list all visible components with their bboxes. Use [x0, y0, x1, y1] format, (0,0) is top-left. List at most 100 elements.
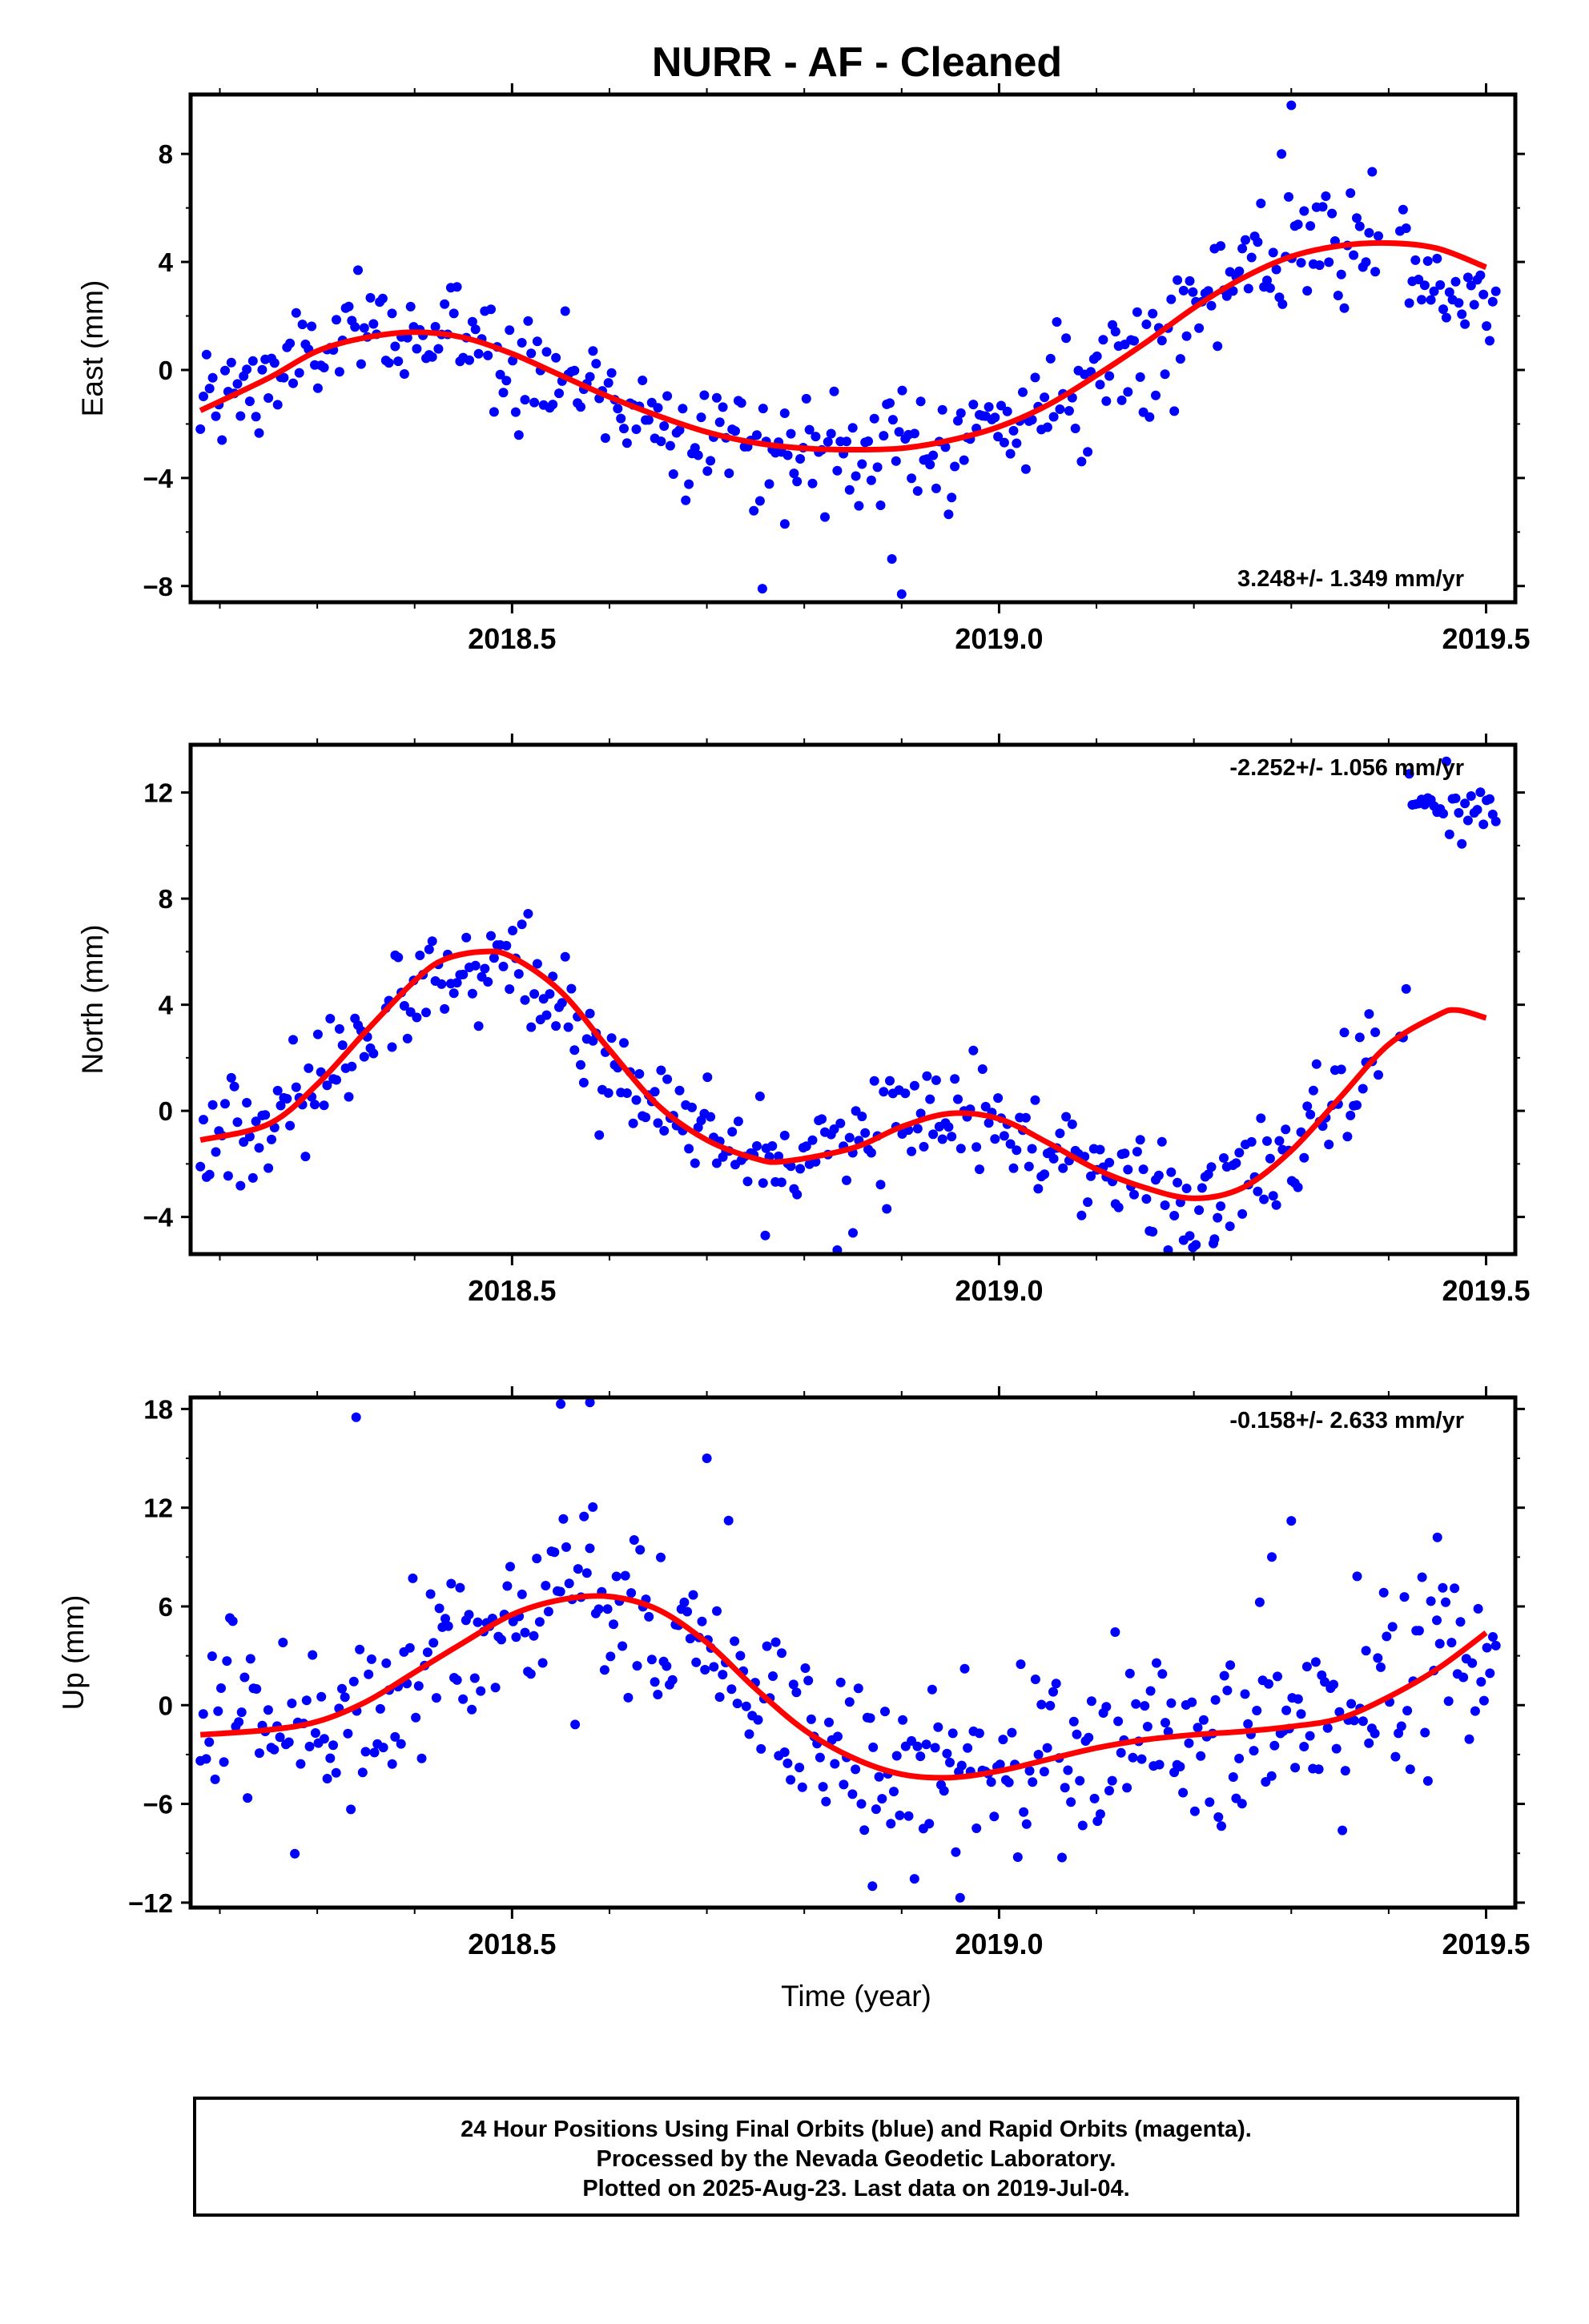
north-y-tick-label: 4	[159, 991, 174, 1020]
north-data-point	[1086, 1171, 1096, 1181]
north-data-point	[566, 983, 577, 994]
north-data-point	[272, 1085, 283, 1096]
up-data-point	[222, 1656, 232, 1667]
east-data-point	[1490, 286, 1501, 296]
east-data-point	[1206, 300, 1217, 311]
east-data-point	[684, 479, 694, 489]
up-data-point	[794, 1763, 805, 1773]
up-data-point	[718, 1670, 728, 1680]
east-data-point	[1253, 237, 1263, 247]
up-data-point	[1396, 1721, 1406, 1731]
up-data-point	[1370, 1728, 1380, 1739]
north-data-point	[452, 978, 462, 988]
north-data-point	[1246, 1136, 1257, 1147]
up-x-tick-label: 2019.0	[955, 1928, 1043, 1960]
north-data-point	[993, 1093, 1004, 1104]
north-data-point	[1055, 1128, 1065, 1139]
up-data-point	[1095, 1809, 1105, 1819]
east-axis-ticks: 8 4 0 −4 −8 2018.5 2019.0 2019.5	[143, 83, 1531, 655]
north-data-point	[928, 1129, 939, 1140]
east-data-point	[1336, 269, 1346, 279]
up-rate-label: -0.158+/- 2.633 mm/yr	[1229, 1408, 1464, 1433]
up-data-point	[1269, 1740, 1280, 1751]
up-data-point	[497, 1634, 506, 1645]
up-data-point	[236, 1707, 247, 1718]
north-data-point	[563, 1022, 573, 1032]
north-data-point	[1311, 1059, 1321, 1069]
east-data-point	[681, 495, 691, 505]
east-data-point	[486, 304, 496, 315]
east-data-point	[603, 378, 613, 388]
up-data-point	[325, 1753, 336, 1763]
up-data-point	[390, 1731, 400, 1742]
north-panel: 12 8 4 0 −4 2018.5 2019.0 2019.5 North (mm) -2.…	[76, 734, 1531, 1307]
east-data-point	[551, 352, 561, 363]
up-data-point	[821, 1796, 831, 1807]
north-data-point	[195, 1161, 206, 1172]
up-data-point	[723, 1515, 734, 1526]
up-data-point	[585, 1543, 595, 1554]
up-data-point	[859, 1825, 870, 1835]
up-data-point	[851, 1764, 861, 1775]
north-y-tick-label: 0	[159, 1096, 173, 1126]
north-data-point	[1083, 1197, 1093, 1208]
north-data-point	[526, 1022, 537, 1032]
north-data-point	[968, 1045, 979, 1055]
north-data-point	[569, 1045, 580, 1055]
east-data-point	[1132, 307, 1142, 317]
up-data-point	[732, 1699, 742, 1709]
up-data-point	[1296, 1709, 1306, 1719]
east-data-point	[925, 460, 935, 470]
east-data-point	[532, 336, 542, 347]
up-data-point	[1237, 1799, 1247, 1809]
east-x-tick-label: 2019.5	[1442, 622, 1530, 655]
east-data-point	[1429, 286, 1439, 296]
north-data-point	[603, 1088, 613, 1098]
north-data-point	[1438, 809, 1448, 818]
east-data-point	[390, 341, 400, 352]
up-data-point	[243, 1793, 253, 1803]
up-data-point	[1473, 1603, 1483, 1614]
north-data-point	[247, 1172, 258, 1183]
up-data-point	[730, 1636, 740, 1647]
north-data-point	[508, 926, 518, 935]
up-data-point	[431, 1693, 441, 1703]
up-data-point	[626, 1588, 637, 1598]
east-data-point	[879, 431, 889, 441]
east-data-point	[1346, 188, 1356, 199]
east-data-point	[829, 386, 839, 396]
up-data-point	[959, 1663, 970, 1674]
up-data-point	[1264, 1679, 1273, 1689]
east-data-point	[690, 443, 700, 453]
up-data-point	[868, 1742, 879, 1752]
up-data-point	[245, 1654, 255, 1664]
up-data-point	[573, 1564, 583, 1574]
north-data-point	[1404, 769, 1414, 779]
north-data-point	[251, 1116, 261, 1127]
up-data-point	[714, 1692, 725, 1703]
up-data-point	[534, 1617, 545, 1627]
up-data-point	[1213, 1812, 1224, 1822]
up-data-point	[416, 1753, 427, 1763]
up-data-point	[1305, 1731, 1315, 1741]
up-data-point	[662, 1661, 672, 1671]
east-data-point	[653, 403, 663, 413]
north-data-point	[1237, 1208, 1248, 1219]
up-data-point	[284, 1737, 294, 1747]
up-data-point	[1178, 1787, 1189, 1798]
up-data-points	[195, 1397, 1501, 1903]
up-y-tick-label: 12	[143, 1494, 173, 1523]
east-data-point	[1327, 208, 1338, 219]
up-data-point	[1196, 1751, 1206, 1761]
east-data-point	[842, 436, 851, 447]
north-data-point	[505, 984, 515, 995]
up-data-point	[800, 1663, 811, 1673]
east-data-point	[291, 308, 301, 318]
east-data-point	[384, 358, 394, 368]
east-data-point	[875, 501, 886, 510]
north-data-point	[1462, 815, 1473, 826]
east-data-point	[668, 469, 678, 479]
up-data-point	[1240, 1689, 1250, 1699]
up-data-point	[301, 1695, 312, 1706]
east-data-point	[244, 396, 255, 407]
